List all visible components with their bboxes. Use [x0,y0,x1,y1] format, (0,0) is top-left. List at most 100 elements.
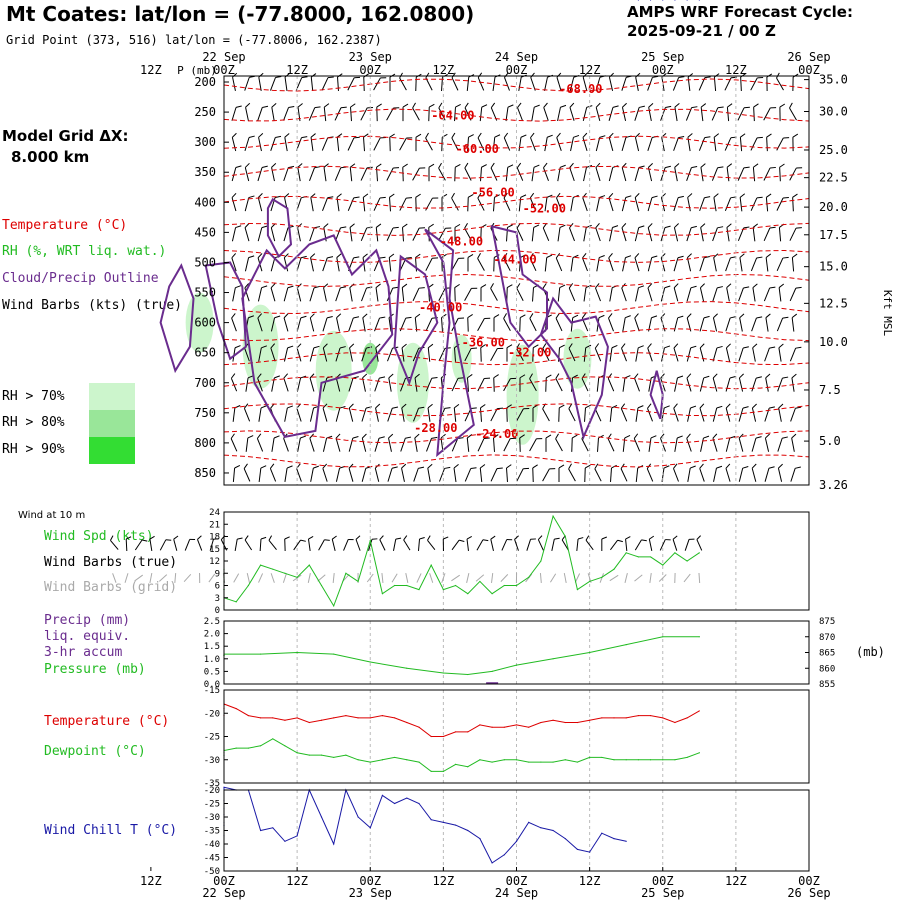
wind10-barb-feather [427,535,431,541]
wind-barb-feather [467,314,473,319]
wind-barb-shaft [672,77,680,91]
wind-barb-shaft [647,257,653,272]
wind-barb-feather [419,167,426,169]
wind-barb-feather [301,136,308,139]
wind-barb-feather [507,104,514,108]
wind-barb-feather [792,193,798,198]
wind-barb-shaft [583,167,587,182]
wind-barb-shaft [620,468,628,482]
wind-barb [375,223,382,242]
wind-barb-feather [418,287,425,289]
dewpoint-line-point [369,761,371,763]
wind10-grid-barb [491,572,494,584]
wind-barb [295,76,308,91]
wind-barb-feather [560,104,567,108]
wind-barb [425,132,433,151]
wind-barb-feather [510,377,517,380]
wind-barb [270,75,282,91]
wind-barb-shaft [673,287,679,302]
wind-barb-feather [418,466,425,469]
wind-barb-feather [405,257,412,259]
wind-barb [621,162,627,182]
wind10-barb [379,535,386,551]
wind-barb-shaft [698,137,706,151]
isotherms [223,78,810,468]
wind-barb-feather [743,166,750,169]
wind-barb-shaft [438,288,446,301]
wind-barb [374,376,386,392]
pressure-line-point [662,636,664,638]
wind-barb-shaft [555,438,563,452]
wind-barb-feather [782,376,789,379]
wind-barb [764,346,776,362]
wind-barb-feather [490,162,495,169]
wind-barb [545,374,552,392]
temperature-line-point [686,717,688,719]
wind-barb [296,315,307,332]
wind-barb-feather [376,103,382,108]
wind-barb-shaft [751,407,757,422]
wind-barb-shaft [284,137,288,152]
wind-barb [542,468,556,482]
wind-barb-feather [568,343,573,349]
wind-barb-shaft [764,468,770,482]
wind-barb-feather [445,227,452,229]
wind-barb [713,193,719,212]
wind-barb-feather [700,163,706,168]
wind10-barb [259,536,267,552]
wind-barb-shaft [544,257,548,272]
wind-barb-feather [283,373,289,379]
wind-barb-feather [752,343,758,349]
wind-barb [530,132,536,151]
wind-barb [519,434,525,452]
wind-barb [297,435,306,452]
wind-barb [347,76,361,91]
pressure-line-point [491,670,493,673]
wind-barb [622,315,631,332]
wind-barb-feather [248,195,255,199]
wind-barb-feather [765,433,770,439]
wind10-grid-barb-shaft [233,573,240,583]
wind10-grid-barb-shaft [391,573,398,583]
wind-barb [763,166,776,181]
wind-barb-shaft [244,227,250,242]
wind-barb-shaft [776,77,784,91]
wind10-barb-shaft [307,538,311,552]
wind10-barb-shaft [197,539,203,551]
wind-barb-shaft [479,467,483,482]
wind-barb-shaft [753,107,755,122]
wind10-grid-barb-shaft [658,574,667,582]
wind-barb-feather [569,162,574,168]
wind-barb-shaft [686,377,692,392]
wind-barb [308,106,321,121]
wind-barb-feather [673,283,679,289]
wind-barb [726,163,733,182]
wind-barb [622,435,631,452]
dewpoint-line-point [686,756,688,759]
wind-barb [335,405,346,422]
wind-barb-shaft [425,257,433,271]
wind-barb [454,104,461,122]
wind10-barb-feather [419,536,425,540]
wind-barb [568,283,576,302]
dewpoint-line-point [589,756,591,759]
temperature-line-point [369,717,371,719]
wind-speed-axis-tick-label: 3 [215,594,220,604]
wind-barb-shaft [516,408,524,422]
wind-barb-feather [713,133,720,138]
wind-barb-feather [533,224,540,228]
wind-barb-shaft [752,287,756,302]
wind-barb-feather [766,133,772,138]
wind-barb-shaft [542,468,550,482]
wind-barb-feather [599,195,606,198]
temperature-line-point [662,717,664,719]
wind10-barb-feather [284,536,290,540]
wind-barb-shaft [412,287,420,302]
wind-barb [297,223,303,242]
wind-barb [479,464,486,482]
temperature-contour-label: -36.00 [462,335,505,349]
wind-barb [464,347,478,362]
wind-barb-shaft [257,378,263,392]
wind-barb-shaft [738,377,744,392]
wind-barb-shaft [699,407,705,422]
